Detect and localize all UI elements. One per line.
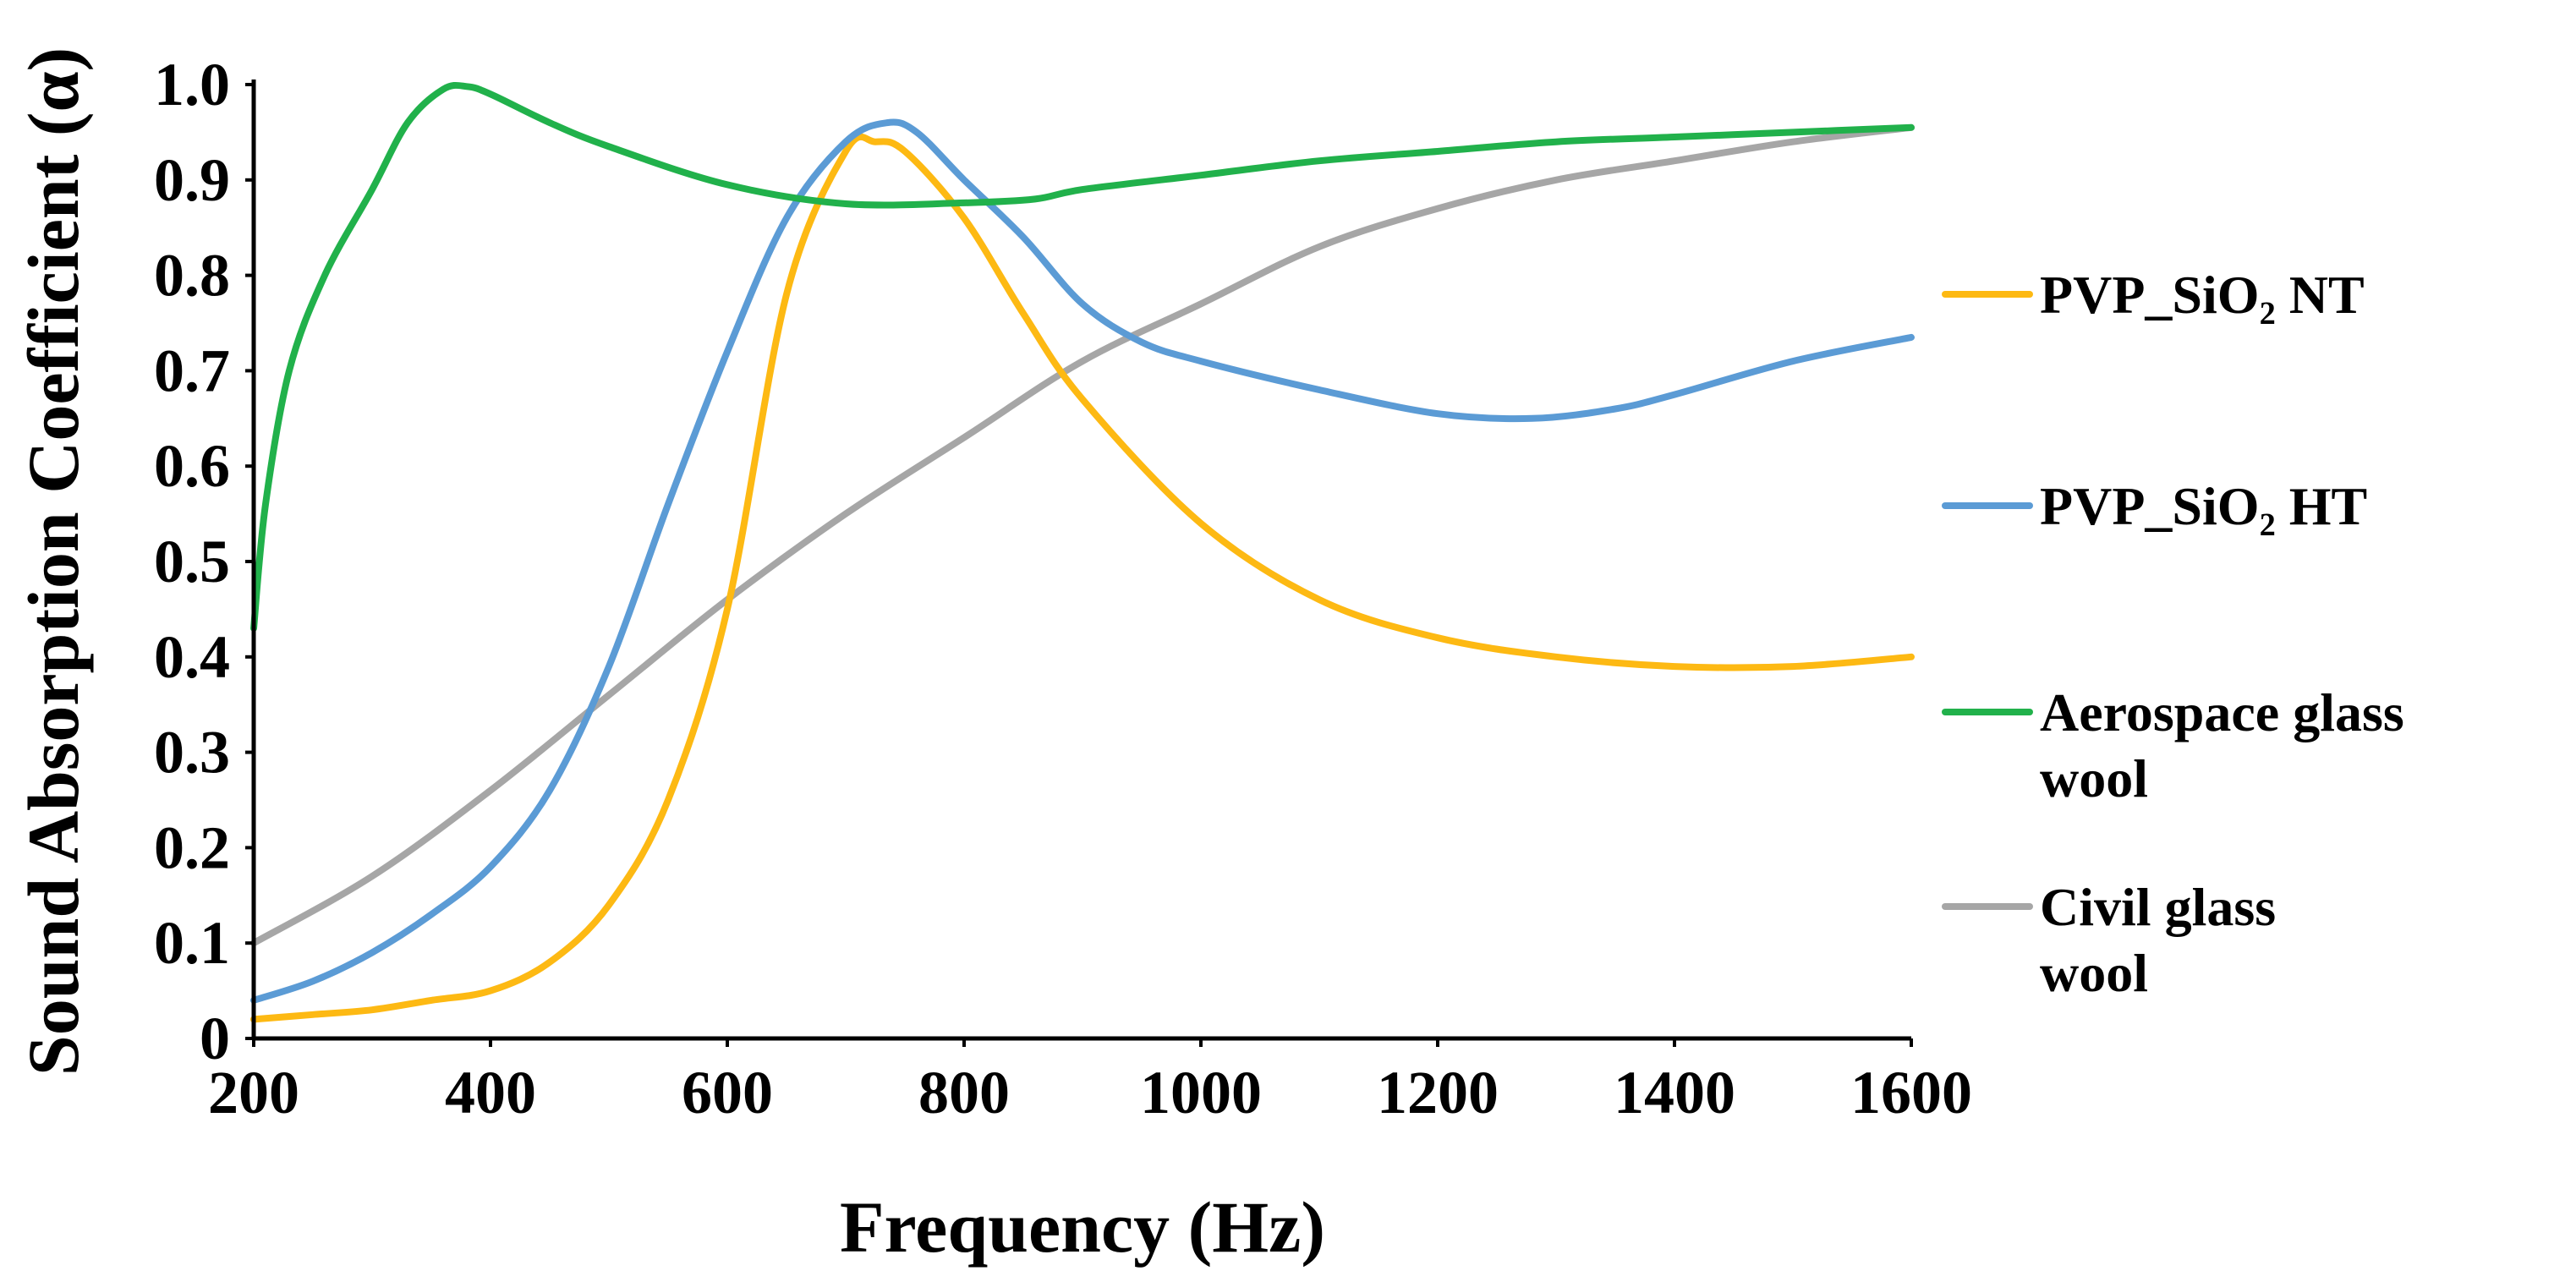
tick-labels: 200 400 600 800 1000 1200 1400 1600 0 0.1 0.2 0.3 0.… bbox=[154, 51, 1972, 1126]
y-tick-label: 0.8 bbox=[154, 242, 230, 310]
series-line-pvp-sio-nt bbox=[250, 133, 1915, 1023]
legend-label-pvp-sio-nt: PVP_SiO₂ NT bbox=[2040, 265, 2365, 325]
axes bbox=[251, 79, 1911, 1041]
x-tick-label: 1400 bbox=[1614, 1059, 1735, 1126]
y-tick-label: 0.9 bbox=[154, 146, 230, 214]
y-tick-label: 0.2 bbox=[154, 814, 230, 881]
legend-label-aerospace-glass-wool: Aerospace glass bbox=[2040, 682, 2404, 742]
legend-label-civil-glass-wool: wool bbox=[2040, 943, 2148, 1003]
y-tick-label: 0 bbox=[200, 1005, 230, 1072]
y-tick-label: 0.6 bbox=[154, 432, 230, 500]
x-tick-label: 1000 bbox=[1140, 1059, 1262, 1126]
x-tick-label: 800 bbox=[918, 1059, 1010, 1126]
x-tick-label: 200 bbox=[208, 1059, 299, 1126]
y-axis-title: Sound Absorption Coefficient (α) bbox=[13, 47, 94, 1076]
y-tick-label: 0.5 bbox=[154, 528, 230, 595]
x-tick-label: 400 bbox=[445, 1059, 536, 1126]
y-tick-label: 1.0 bbox=[154, 51, 230, 118]
series-line-aerospace-glass-wool bbox=[250, 81, 1915, 632]
y-tick-label: 0.7 bbox=[154, 337, 230, 404]
x-axis-title: Frequency (Hz) bbox=[840, 1186, 1325, 1268]
series-lines bbox=[250, 81, 1915, 1023]
y-tick-label: 0.1 bbox=[154, 909, 230, 977]
legend-label-aerospace-glass-wool: wool bbox=[2040, 748, 2148, 808]
legend-label-civil-glass-wool: Civil glass bbox=[2040, 877, 2276, 937]
y-tick-label: 0.4 bbox=[154, 623, 230, 691]
x-tick-label: 1600 bbox=[1850, 1059, 1972, 1126]
x-tick-label: 1200 bbox=[1377, 1059, 1499, 1126]
legend-label-pvp-sio-ht: PVP_SiO₂ HT bbox=[2040, 476, 2367, 536]
series-line-pvp-sio-ht bbox=[250, 118, 1915, 1004]
x-tick-label: 600 bbox=[682, 1059, 773, 1126]
series-line-civil-glass-wool bbox=[250, 123, 1915, 947]
y-tick-label: 0.3 bbox=[154, 719, 230, 786]
